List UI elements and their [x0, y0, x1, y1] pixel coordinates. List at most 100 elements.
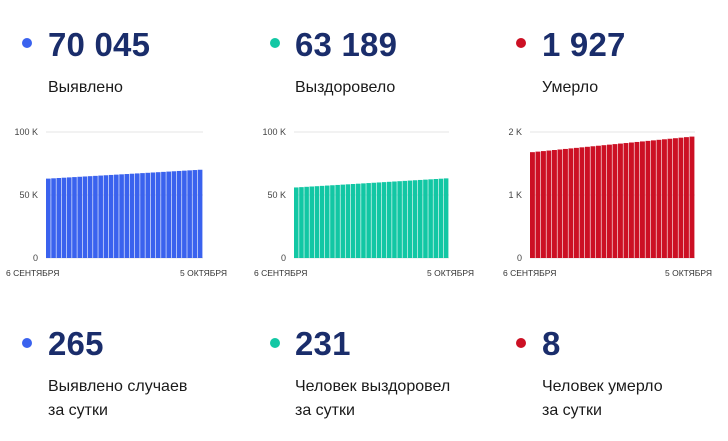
daily-recovered-dot-icon [270, 338, 280, 348]
bar [387, 181, 392, 258]
bar [557, 149, 563, 258]
x-tick-label: 6 СЕНТЯБРЯ [6, 268, 59, 278]
bar [656, 139, 662, 258]
deaths-dot-icon [516, 38, 526, 48]
confirmed-total-value: 70 045 [48, 26, 151, 63]
bar [618, 143, 623, 258]
confirmed-chart: 0 50 K 100 K 6 СЕНТЯБРЯ 5 ОКТЯБРЯ [6, 127, 227, 278]
recovered-total-value: 63 189 [295, 26, 398, 63]
bar [187, 170, 192, 258]
bar [640, 141, 645, 258]
bar [535, 151, 541, 258]
bar [87, 176, 93, 258]
daily-confirmed-label-line1: Выявлено случаев [48, 378, 188, 395]
bar [294, 187, 299, 258]
daily-deaths-value: 8 [542, 325, 561, 362]
daily-deaths-label-line1: Человек умерло [542, 378, 663, 395]
bar [662, 139, 667, 258]
x-tick-label: 6 СЕНТЯБРЯ [254, 268, 307, 278]
bar [596, 145, 601, 258]
bar [678, 137, 684, 258]
bar [98, 175, 103, 258]
bar [299, 187, 304, 258]
bar [77, 176, 83, 258]
bar [381, 182, 387, 258]
bar [114, 174, 119, 258]
confirmed-total-label: Выявлено [48, 79, 123, 96]
y-tick-label: 100 K [262, 127, 286, 137]
confirmed-dot-icon [22, 38, 32, 48]
bar [304, 186, 309, 258]
bar [192, 170, 198, 258]
bar [66, 177, 72, 258]
bar [356, 183, 361, 258]
bar [418, 179, 423, 258]
bar [530, 152, 535, 258]
y-tick-label: 2 K [508, 127, 522, 137]
bar [443, 178, 449, 258]
bar [371, 182, 377, 258]
bar [552, 150, 557, 258]
bar [645, 140, 651, 258]
recovered-chart: 0 50 K 100 K 6 СЕНТЯБРЯ 5 ОКТЯБРЯ [254, 127, 474, 278]
bar [402, 180, 408, 258]
daily-deaths-label-line2: за сутки [542, 402, 602, 419]
bar [651, 140, 656, 258]
daily-confirmed-value: 265 [48, 325, 104, 362]
bar [585, 146, 590, 258]
bar [541, 151, 546, 258]
bar [350, 184, 356, 258]
x-tick-label: 5 ОКТЯБРЯ [180, 268, 227, 278]
bar [129, 173, 135, 258]
y-tick-label: 100 K [14, 127, 38, 137]
bar [319, 185, 325, 258]
bar [345, 184, 351, 258]
daily-deaths-dot-icon [516, 338, 526, 348]
bar [134, 173, 140, 258]
daily-confirmed-dot-icon [22, 338, 32, 348]
bar [325, 185, 330, 258]
bar [423, 179, 428, 258]
bar [176, 170, 182, 258]
bar [629, 142, 634, 258]
bar [82, 176, 88, 258]
bar [612, 144, 618, 258]
recovered-dot-icon [270, 38, 280, 48]
bar [93, 175, 98, 258]
bar [309, 186, 315, 258]
bar [155, 172, 161, 258]
y-tick-label: 0 [281, 253, 286, 263]
bar [361, 183, 366, 258]
bar [590, 146, 596, 258]
bar [428, 179, 433, 258]
bar [124, 174, 130, 258]
bar [330, 185, 335, 258]
bar [376, 182, 382, 258]
bar [140, 173, 145, 258]
bar [568, 148, 574, 258]
bar [61, 177, 67, 258]
daily-recovered-label-line2: за сутки [295, 402, 355, 419]
y-tick-label: 50 K [267, 190, 286, 200]
bar [366, 183, 371, 258]
bar [46, 178, 51, 258]
bar [412, 180, 418, 258]
bar [634, 141, 640, 258]
bar [392, 181, 397, 258]
bar [119, 174, 124, 258]
bar [623, 143, 629, 258]
bar [335, 184, 340, 258]
x-tick-label: 6 СЕНТЯБРЯ [503, 268, 556, 278]
bar [145, 172, 151, 258]
bar [171, 171, 177, 258]
bar [673, 138, 678, 258]
bar [433, 179, 439, 258]
bar [72, 177, 77, 258]
deaths-total-value: 1 927 [542, 26, 626, 63]
bar [314, 186, 320, 258]
bar [684, 137, 689, 258]
bar [667, 138, 673, 258]
x-tick-label: 5 ОКТЯБРЯ [427, 268, 474, 278]
daily-recovered-value: 231 [295, 325, 351, 362]
y-tick-label: 0 [33, 253, 38, 263]
